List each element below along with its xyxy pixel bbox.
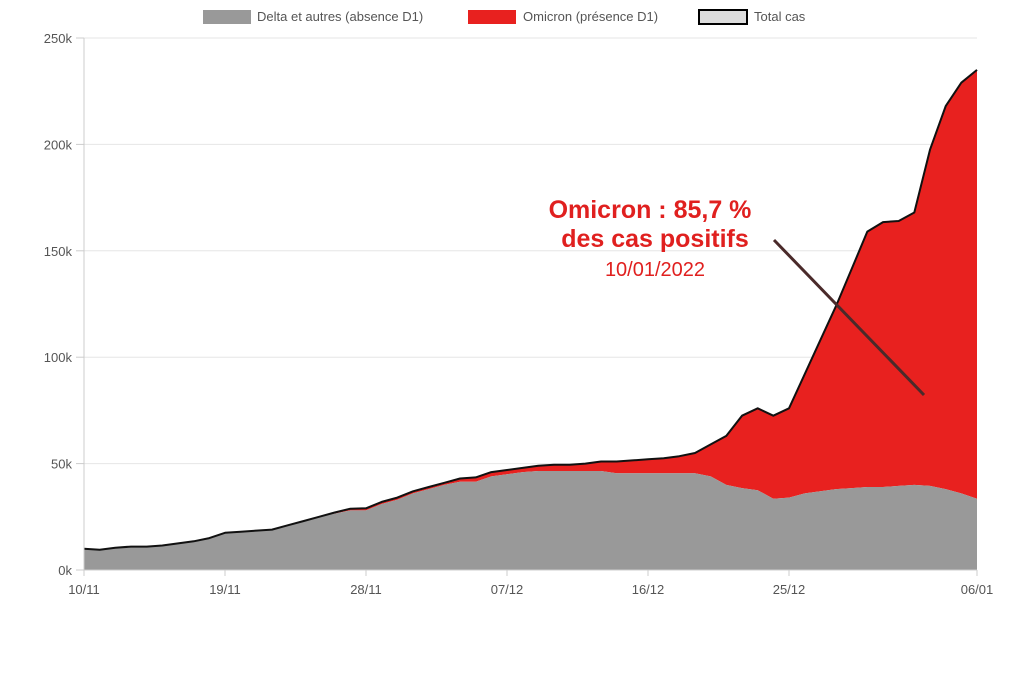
- x-tick-label: 19/11: [209, 582, 241, 597]
- y-axis: 0k 50k 100k 150k 200k 250k: [44, 31, 85, 578]
- series-line-total: [83, 69, 978, 551]
- x-tick-label: 07/12: [491, 582, 524, 597]
- x-tick-label: 16/12: [632, 582, 665, 597]
- legend-label-omicron: Omicron (présence D1): [523, 9, 658, 24]
- annotation: Omicron : 85,7 % des cas positifs 10/01/…: [549, 196, 926, 397]
- annotation-date: 10/01/2022: [605, 259, 705, 281]
- legend-item-total[interactable]: Total cas: [698, 9, 806, 25]
- area-series: [83, 69, 978, 570]
- y-tick-label: 100k: [44, 350, 73, 365]
- x-tick-label: 28/11: [350, 582, 382, 597]
- series-area-omicron: [84, 69, 977, 550]
- series-area-delta: [84, 471, 977, 570]
- y-tick-label: 250k: [44, 31, 73, 46]
- legend-label-delta: Delta et autres (absence D1): [257, 9, 423, 24]
- y-tick-label: 0k: [58, 563, 72, 578]
- legend-item-omicron[interactable]: Omicron (présence D1): [468, 9, 658, 24]
- legend-swatch-delta: [203, 10, 251, 24]
- x-tick-label: 10/11: [68, 582, 100, 597]
- legend: Delta et autres (absence D1) Omicron (pr…: [203, 9, 806, 25]
- y-tick-label: 150k: [44, 244, 73, 259]
- x-tick-label: 25/12: [773, 582, 806, 597]
- x-axis: 10/11 19/11 28/11 07/12 16/12 25/12 06/01: [68, 569, 994, 597]
- y-tick-label: 50k: [51, 457, 72, 472]
- legend-label-total: Total cas: [754, 9, 806, 24]
- annotation-pointer-line: [772, 238, 926, 397]
- y-tick-label: 200k: [44, 137, 73, 152]
- annotation-headline: Omicron : 85,7 %: [549, 196, 752, 224]
- legend-item-delta[interactable]: Delta et autres (absence D1): [203, 9, 423, 24]
- legend-swatch-omicron: [468, 10, 516, 24]
- annotation-subline: des cas positifs: [561, 225, 749, 253]
- x-tick-label: 06/01: [961, 582, 994, 597]
- legend-swatch-total: [698, 9, 748, 25]
